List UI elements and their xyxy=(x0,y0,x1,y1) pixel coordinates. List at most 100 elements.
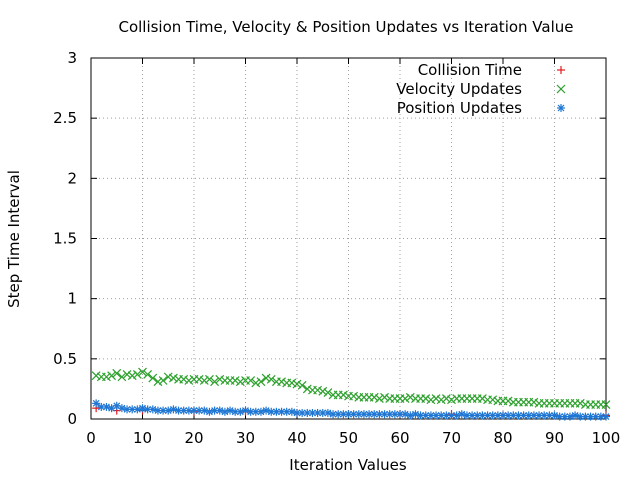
x-tick-label: 0 xyxy=(86,429,96,447)
data-point xyxy=(447,395,456,405)
data-point xyxy=(205,374,214,384)
y-tick-labels: 0 0.5 1 1.5 2 2.5 3 xyxy=(53,49,77,428)
x-tick-label: 100 xyxy=(592,429,621,447)
data-point xyxy=(535,411,544,420)
data-point xyxy=(292,379,302,389)
data-point xyxy=(236,407,245,416)
data-point xyxy=(380,392,389,402)
data-point xyxy=(138,404,147,413)
data-point xyxy=(123,405,132,414)
data-point xyxy=(334,410,343,419)
data-point xyxy=(194,374,204,384)
data-point xyxy=(575,398,585,408)
data-point xyxy=(226,406,235,415)
data-point xyxy=(302,384,312,394)
data-point xyxy=(550,411,559,420)
data-point xyxy=(266,374,276,384)
data-point xyxy=(396,410,404,419)
data-point xyxy=(431,394,441,403)
x-tick-label: 10 xyxy=(133,429,152,447)
data-point xyxy=(230,376,240,385)
data-point xyxy=(390,410,399,419)
y-axis-label: Step Time Interval xyxy=(5,170,23,308)
y-tick-label: 2.5 xyxy=(53,109,77,127)
data-point xyxy=(374,394,384,403)
data-point xyxy=(179,374,189,384)
x-tick-label: 60 xyxy=(390,429,409,447)
data-point xyxy=(436,395,446,405)
data-point xyxy=(164,406,173,415)
data-point xyxy=(251,378,261,388)
data-point xyxy=(262,406,271,415)
legend-marker xyxy=(557,66,565,74)
x-tick-label: 90 xyxy=(545,429,564,447)
data-point xyxy=(349,391,359,401)
data-point xyxy=(179,406,188,415)
data-point xyxy=(313,385,323,395)
data-point xyxy=(571,411,580,420)
legend-marker xyxy=(557,104,565,112)
data-point xyxy=(401,410,410,419)
data-point xyxy=(163,372,173,382)
data-point xyxy=(168,373,178,383)
data-point xyxy=(421,411,430,420)
data-point xyxy=(406,411,415,420)
data-point xyxy=(169,405,178,414)
data-point xyxy=(210,377,220,387)
data-point xyxy=(591,412,600,421)
data-point xyxy=(261,373,271,383)
data-point xyxy=(199,376,209,385)
data-point xyxy=(602,412,610,421)
data-point xyxy=(524,411,533,420)
data-point xyxy=(477,394,487,403)
data-point xyxy=(148,373,158,383)
data-point xyxy=(158,376,168,385)
x-tick-label: 50 xyxy=(339,429,358,447)
data-point xyxy=(148,405,157,414)
data-point xyxy=(581,412,590,421)
data-point xyxy=(241,406,250,415)
data-point xyxy=(400,394,410,403)
series-points xyxy=(91,367,611,421)
data-point xyxy=(488,395,498,405)
data-point xyxy=(205,407,214,416)
data-point xyxy=(287,378,297,388)
legend-label: Position Updates xyxy=(397,99,522,117)
y-tick-label: 3 xyxy=(67,49,77,67)
x-tick-label: 20 xyxy=(184,429,203,447)
data-point xyxy=(102,402,111,411)
series-cross xyxy=(91,367,611,409)
y-tick-label: 2 xyxy=(67,169,77,187)
data-point xyxy=(246,376,256,385)
data-point xyxy=(452,411,461,420)
data-point xyxy=(117,404,126,413)
data-point xyxy=(297,380,307,390)
data-point xyxy=(117,372,127,382)
x-tick-label: 40 xyxy=(287,429,306,447)
data-point xyxy=(529,397,539,407)
data-point xyxy=(323,408,332,417)
data-point xyxy=(256,407,265,416)
data-point xyxy=(329,410,338,419)
x-tick-label: 30 xyxy=(236,429,255,447)
data-point xyxy=(421,394,431,403)
data-point xyxy=(565,412,574,421)
y-tick-label: 0 xyxy=(67,410,77,428)
series-star xyxy=(92,399,610,421)
legend-marker xyxy=(556,84,566,94)
data-point xyxy=(200,406,209,415)
data-point xyxy=(426,395,436,405)
data-point xyxy=(215,406,224,415)
data-point xyxy=(457,410,466,419)
data-point xyxy=(132,370,142,379)
y-tick-label: 1.5 xyxy=(53,230,77,248)
data-point xyxy=(323,388,333,397)
data-point xyxy=(159,406,168,415)
data-point xyxy=(97,402,106,411)
data-point xyxy=(153,377,163,387)
data-point xyxy=(153,406,162,415)
data-point xyxy=(601,400,611,409)
